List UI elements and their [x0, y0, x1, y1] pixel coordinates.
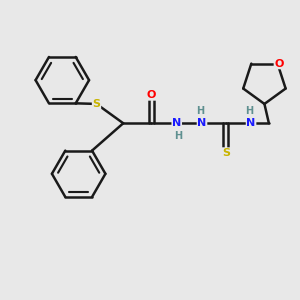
- Text: N: N: [246, 118, 256, 128]
- Text: N: N: [197, 118, 207, 128]
- Text: O: O: [274, 58, 284, 69]
- Text: H: H: [196, 106, 205, 116]
- Text: O: O: [147, 90, 156, 100]
- Text: S: S: [222, 148, 230, 158]
- Text: N: N: [172, 118, 182, 128]
- Text: S: S: [92, 99, 101, 109]
- Text: H: H: [245, 106, 253, 116]
- Text: H: H: [174, 131, 182, 141]
